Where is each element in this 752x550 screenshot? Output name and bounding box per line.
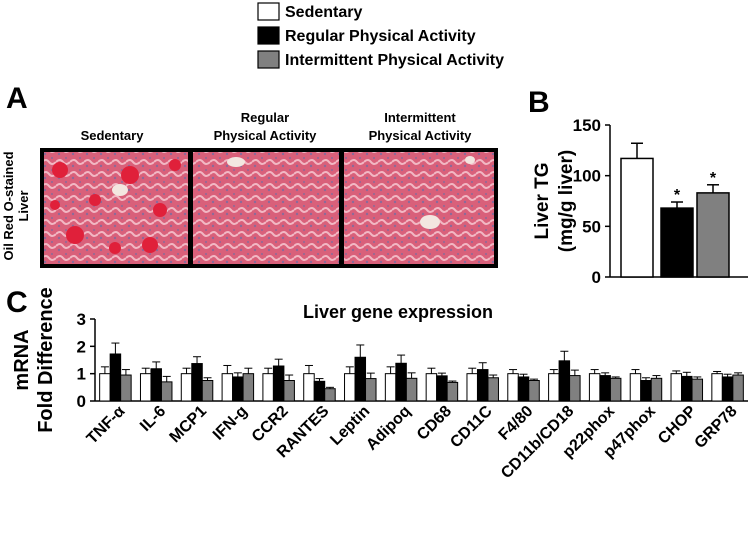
significance-marker: * [710, 170, 717, 187]
bar [262, 373, 274, 402]
bar [670, 373, 683, 402]
bar [660, 207, 694, 278]
bar [221, 373, 234, 402]
bar [354, 356, 367, 402]
bar [242, 373, 255, 402]
x-tick-label: CD11C [447, 402, 496, 451]
lipid-droplets [50, 159, 181, 254]
panel-label: A [6, 82, 28, 115]
bar [466, 373, 478, 402]
bar [548, 373, 560, 402]
legend-swatch [257, 26, 280, 45]
bar [620, 157, 654, 278]
row-label: Oil Red O-stained [1, 151, 16, 260]
legend: Sedentary Regular Physical Activity Interm… [257, 2, 504, 69]
panel-label: C [6, 286, 28, 319]
legend-swatch [257, 2, 280, 21]
y-tick-label: 3 [77, 310, 86, 329]
bar [283, 380, 295, 402]
y-tick-label: 0 [592, 268, 601, 287]
chart-title: Liver gene expression [303, 302, 493, 322]
bar [201, 380, 214, 402]
y-axis-label: (mg/g liver) [556, 150, 577, 252]
x-tick-label: IL-6 [137, 403, 169, 435]
bar [446, 381, 459, 402]
bar [507, 373, 519, 402]
panel-label: B [528, 86, 550, 119]
bar [558, 360, 571, 402]
bar [681, 375, 693, 402]
bar [395, 362, 407, 402]
bar [640, 380, 652, 402]
bar [344, 373, 356, 402]
bar [99, 373, 111, 402]
bar [588, 373, 601, 402]
y-tick-label: 150 [573, 116, 601, 135]
bar [120, 374, 132, 402]
y-tick-label: 2 [77, 337, 86, 356]
image-regular [193, 152, 339, 264]
x-tick-label: TNF-α [84, 403, 129, 448]
bar [721, 376, 734, 402]
image-intermittent [344, 152, 494, 264]
bar [711, 373, 723, 402]
image-column-label: Intermittent [384, 110, 456, 125]
panel-a-images [40, 148, 498, 268]
x-tick-label: IFN-g [210, 403, 251, 444]
y-tick-label: 50 [582, 217, 601, 236]
bar [696, 192, 730, 278]
bar [436, 375, 448, 402]
bar [405, 377, 418, 402]
bar [272, 365, 285, 402]
bar [528, 380, 540, 402]
x-tick-label: MCP1 [167, 403, 211, 447]
bar [691, 378, 704, 402]
x-tick-label: Adipoq [363, 403, 414, 454]
legend-label: Sedentary [285, 4, 362, 21]
legend-label: Regular Physical Activity [285, 28, 476, 45]
bar [650, 377, 663, 402]
bar [139, 373, 152, 402]
bar [517, 376, 530, 402]
bar [303, 373, 315, 402]
bar [232, 376, 244, 402]
y-axis-label: Fold Difference [35, 287, 57, 433]
image-column-label: Regular [241, 110, 289, 125]
bar [384, 373, 397, 402]
bar [609, 377, 622, 402]
bar [180, 373, 193, 402]
bar [324, 388, 336, 402]
legend-swatch [257, 50, 280, 69]
significance-marker: * [674, 187, 681, 204]
x-tick-label: GRP78 [692, 403, 741, 452]
bar [487, 377, 499, 402]
row-label: Liver [16, 190, 31, 221]
y-axis-label: mRNA [11, 329, 33, 390]
bar [150, 368, 162, 402]
image-column-label: Sedentary [81, 128, 145, 143]
y-axis-label: Liver TG [532, 162, 553, 239]
bar [569, 375, 581, 402]
bar [313, 380, 326, 402]
bar [476, 369, 489, 402]
image-column-label: Physical Activity [214, 128, 318, 143]
bar [599, 375, 611, 402]
y-tick-label: 1 [77, 365, 86, 384]
bar [629, 373, 642, 402]
legend-label: Intermittent Physical Activity [285, 52, 504, 69]
y-tick-label: 100 [573, 167, 601, 186]
bar [109, 353, 122, 402]
bar [732, 374, 744, 402]
vessels [112, 156, 475, 229]
image-column-label: Physical Activity [369, 128, 473, 143]
y-tick-label: 0 [77, 392, 86, 411]
bar [425, 373, 438, 402]
bar [191, 363, 203, 402]
bar [365, 378, 377, 402]
bar [160, 381, 173, 402]
